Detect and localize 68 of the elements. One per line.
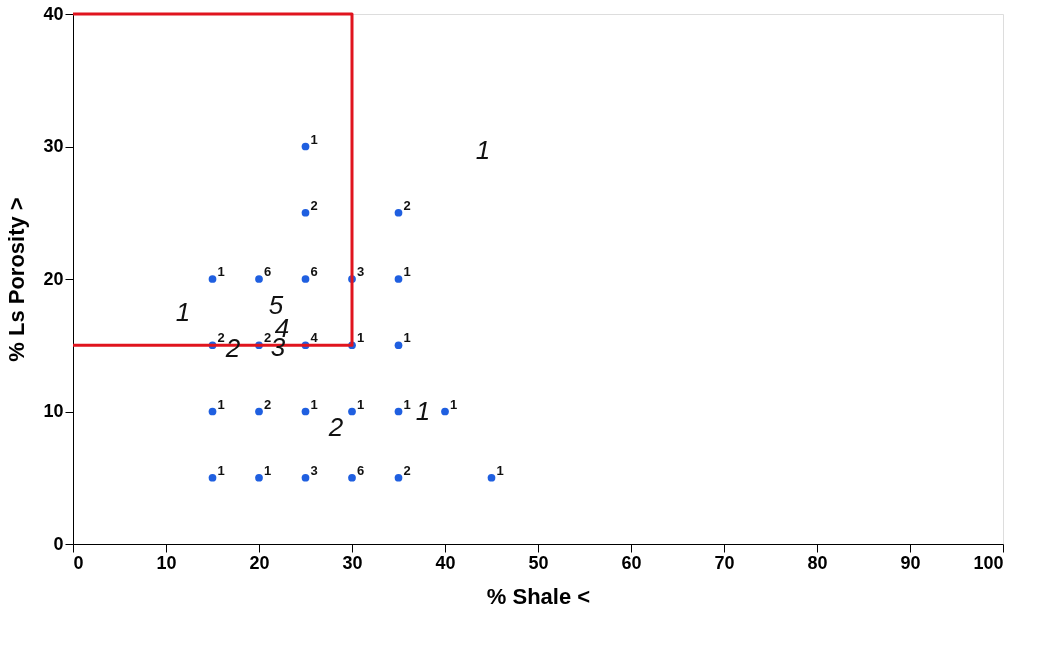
x-tick-label: 100 [973, 552, 1004, 573]
annotation: 1 [175, 297, 191, 327]
annotation: 1 [415, 396, 431, 426]
x-tick-label: 80 [807, 552, 828, 573]
x-tick-label: 0 [73, 552, 84, 573]
annotation: 2 [264, 396, 272, 412]
point [487, 473, 496, 482]
annotation: 1 [357, 396, 365, 412]
annotation: 1 [496, 462, 504, 478]
point [301, 473, 310, 482]
annotation: 1 [475, 135, 491, 165]
annotation: 1 [310, 396, 318, 412]
annotation: 6 [310, 264, 318, 279]
x-tick-label: 50 [528, 552, 549, 573]
point [394, 275, 403, 283]
point [394, 473, 403, 482]
y-tick-label: 30 [43, 136, 64, 156]
annotation: 2 [264, 330, 272, 346]
y-tick-label: 40 [43, 3, 64, 24]
point [441, 407, 449, 416]
point [208, 407, 217, 416]
y-tick-label: 20 [43, 268, 64, 289]
annotation: 3 [310, 462, 318, 478]
point [301, 275, 310, 283]
point [255, 473, 263, 482]
annotation: 3 [357, 264, 365, 279]
x-tick-label: 90 [900, 552, 921, 573]
annotation: 2 [403, 462, 411, 478]
x-axis-title: % Shale < [486, 583, 591, 609]
y-axis-title: % Ls Porosity > [4, 197, 30, 362]
point [255, 407, 263, 416]
annotation: 1 [403, 330, 411, 346]
x-tick-label: 70 [714, 552, 735, 573]
point [301, 142, 310, 151]
annotation: 6 [357, 462, 365, 478]
x-tick-label: 40 [435, 552, 456, 573]
annotation: 1 [264, 462, 272, 478]
point [394, 208, 403, 217]
annotation: 1 [403, 396, 411, 412]
annotation: 1 [310, 131, 318, 147]
annotation: 1 [217, 264, 225, 279]
point [394, 341, 403, 350]
point [208, 473, 217, 482]
y-tick-label: 0 [53, 533, 64, 554]
x-tick-label: 60 [621, 552, 642, 573]
annotation: 1 [357, 330, 365, 346]
x-tick-label: 30 [342, 552, 363, 573]
point [255, 275, 263, 283]
point [301, 208, 310, 217]
point [301, 407, 310, 416]
point [348, 473, 356, 482]
y-tick-label: 10 [43, 401, 64, 421]
annotation: 2 [327, 412, 344, 442]
point [394, 407, 403, 416]
point [348, 407, 356, 416]
annotation: 4 [310, 330, 319, 346]
annotation: 6 [264, 264, 272, 279]
annotation: 1 [217, 396, 225, 412]
annotation: 1 [450, 396, 458, 412]
annotation: 1 [217, 462, 225, 478]
x-tick-label: 10 [156, 552, 177, 573]
annotation: 2 [310, 197, 318, 213]
annotation: 1 [403, 264, 411, 279]
x-tick-label: 20 [249, 552, 270, 573]
annotation: 5 [268, 290, 284, 320]
annotation: 2 [403, 197, 411, 213]
annotation: 2 [217, 330, 225, 346]
point [208, 275, 217, 283]
